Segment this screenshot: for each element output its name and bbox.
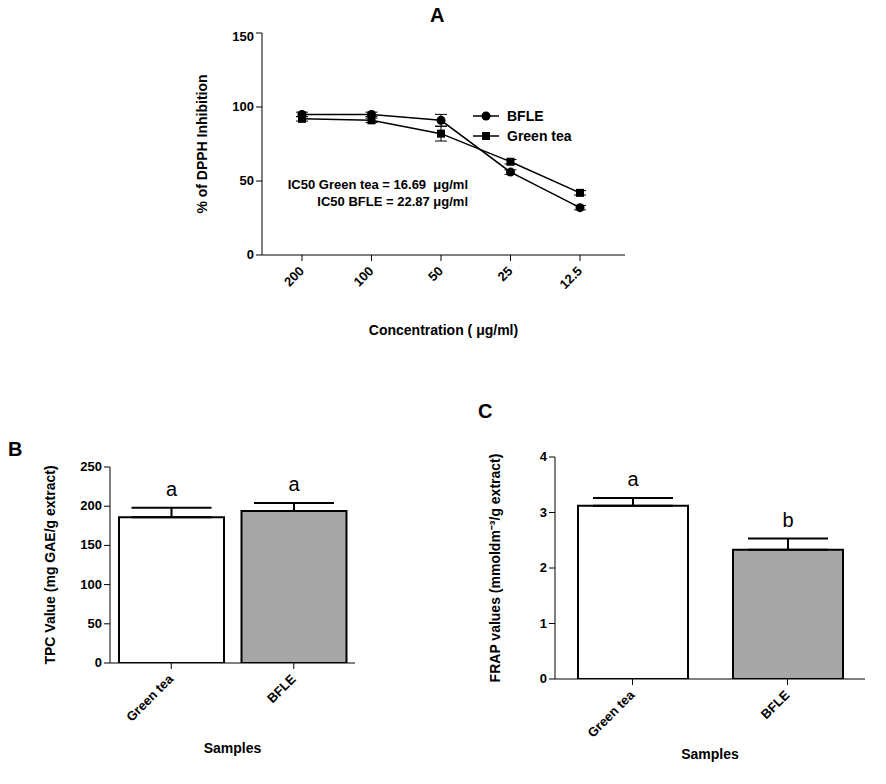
html-text:B: B: [8, 438, 23, 460]
svg-text:4: 4: [540, 449, 548, 464]
svg-text:a: a: [166, 478, 178, 500]
svg-text:FRAP values (mmoldm⁻³/g extrac: FRAP values (mmoldm⁻³/g extract): [487, 454, 503, 683]
svg-text:100: 100: [350, 263, 376, 289]
html-text:IC50 BFLE = 22.87 μg/ml: IC50 BFLE = 22.87 μg/ml: [317, 194, 468, 209]
svg-text:200: 200: [80, 498, 102, 513]
svg-text:50: 50: [88, 616, 102, 631]
svg-text:3: 3: [540, 505, 547, 520]
svg-text:Samples: Samples: [204, 740, 262, 756]
svg-text:1: 1: [540, 616, 547, 631]
svg-text:250: 250: [80, 459, 102, 474]
svg-text:a: a: [288, 473, 300, 495]
html-text:Green tea: Green tea: [507, 128, 572, 144]
svg-text:b: b: [782, 509, 793, 531]
svg-text:100: 100: [232, 99, 254, 114]
svg-text:150: 150: [80, 537, 102, 552]
svg-text:Green tea: Green tea: [123, 671, 177, 725]
svg-text:50: 50: [425, 263, 446, 284]
html-text:C: C: [478, 400, 493, 422]
html-text:BFLE: BFLE: [507, 108, 544, 124]
html-text:A: A: [430, 4, 445, 26]
svg-text:200: 200: [281, 263, 307, 289]
svg-text:Samples: Samples: [681, 746, 739, 762]
svg-text:12.5: 12.5: [556, 263, 585, 292]
svg-text:a: a: [627, 468, 639, 490]
svg-text:50: 50: [240, 173, 254, 188]
svg-text:2: 2: [540, 560, 547, 575]
svg-text:TPC Value (mg GAE/g extract): TPC Value (mg GAE/g extract): [42, 465, 58, 664]
svg-text:0: 0: [540, 671, 547, 686]
html-text:IC50 Green tea = 16.69 μg/ml: IC50 Green tea = 16.69 μg/ml: [287, 177, 468, 192]
svg-text:25: 25: [495, 263, 516, 284]
svg-text:0: 0: [247, 247, 254, 262]
svg-text:BFLE: BFLE: [758, 687, 793, 722]
svg-text:Green tea: Green tea: [584, 687, 638, 741]
svg-text:100: 100: [80, 577, 102, 592]
svg-text:BFLE: BFLE: [264, 671, 299, 706]
svg-text:150: 150: [232, 29, 254, 44]
svg-text:Concentration ( μg/ml): Concentration ( μg/ml): [369, 322, 518, 338]
svg-text:% of DPPH Inhibition: % of DPPH Inhibition: [194, 74, 210, 213]
svg-text:0: 0: [95, 655, 102, 670]
